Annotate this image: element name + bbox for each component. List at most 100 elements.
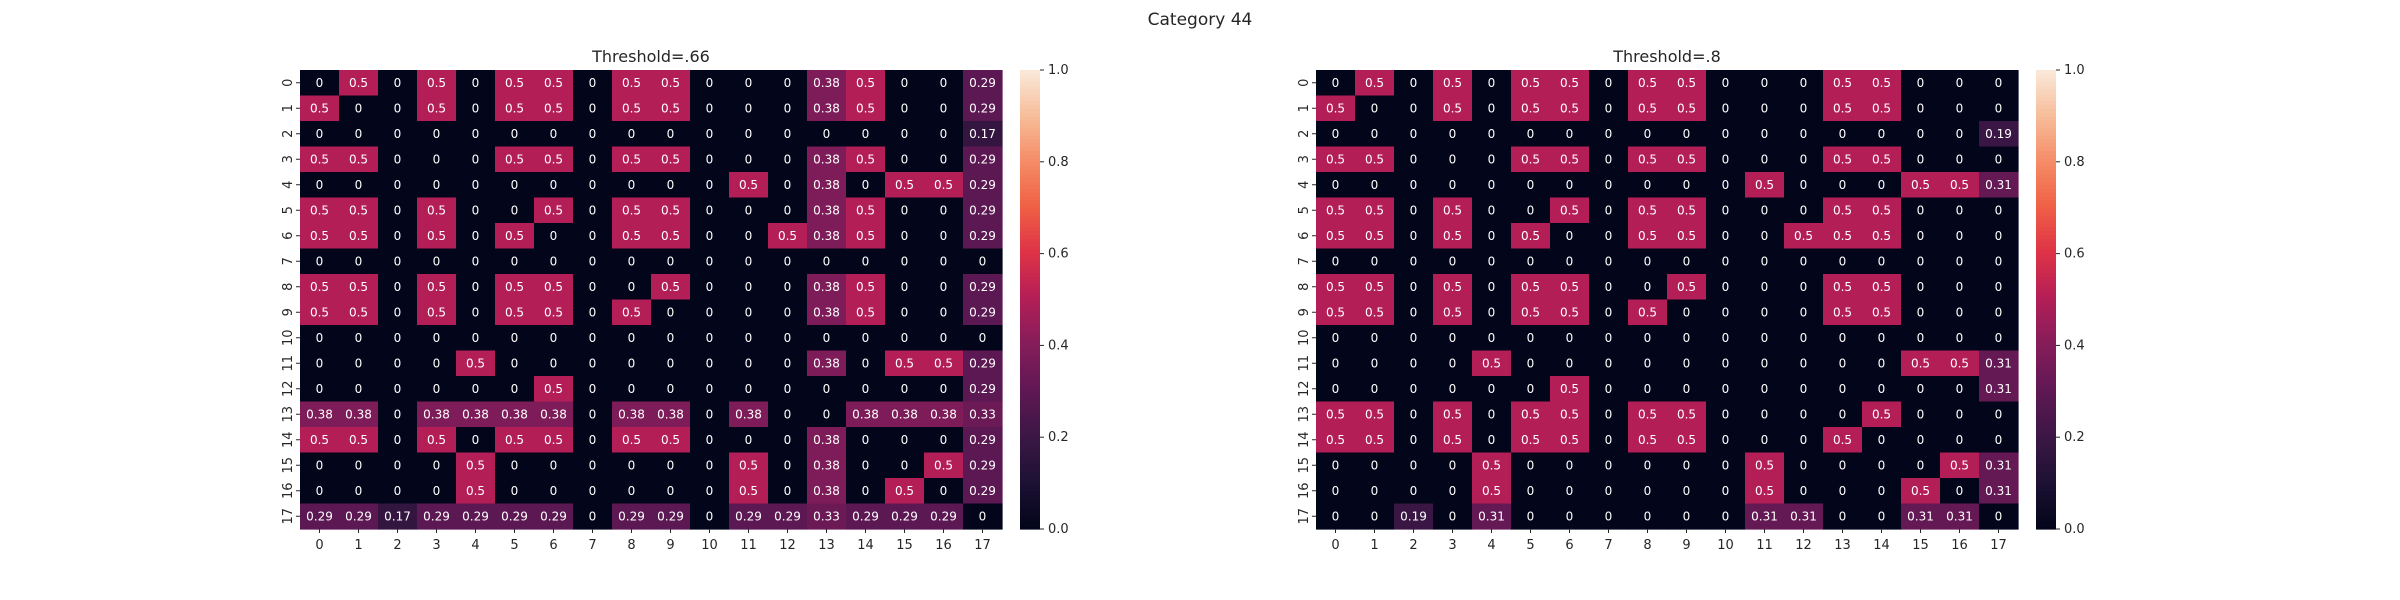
heatmap-cell bbox=[1667, 274, 1707, 301]
heatmap-cell bbox=[1433, 350, 1473, 377]
cell-value-label: 0.5 bbox=[1443, 76, 1462, 90]
cell-value-label: 0 bbox=[316, 331, 324, 345]
heatmap-cell bbox=[690, 248, 730, 275]
colorbar-segment bbox=[1020, 471, 1040, 477]
cell-value-label: 0 bbox=[706, 458, 714, 472]
cell-value-label: 0.5 bbox=[1326, 101, 1345, 115]
colorbar-segment bbox=[1020, 169, 1040, 174]
colorbar-segment bbox=[1020, 456, 1040, 461]
heatmap-cell bbox=[963, 121, 1003, 148]
heatmap-cell bbox=[1979, 223, 2019, 250]
x-tick-label: 1 bbox=[354, 538, 362, 553]
cell-value-label: 0.38 bbox=[423, 407, 450, 421]
cell-value-label: 0.38 bbox=[345, 407, 372, 421]
cell-value-label: 0 bbox=[355, 101, 363, 115]
heatmap-cell bbox=[1316, 503, 1356, 530]
heatmap-cell bbox=[1667, 325, 1707, 352]
cell-value-label: 0 bbox=[940, 127, 948, 141]
heatmap-cell bbox=[924, 70, 964, 97]
heatmap-cell bbox=[612, 70, 652, 97]
cell-value-label: 0.5 bbox=[856, 203, 875, 217]
heatmap-cell bbox=[690, 299, 730, 326]
cell-value-label: 0.29 bbox=[969, 382, 996, 396]
heatmap-cell bbox=[963, 427, 1003, 454]
x-tick-label: 13 bbox=[1834, 538, 1851, 553]
colorbar-segment bbox=[2036, 146, 2056, 151]
cell-value-label: 0 bbox=[589, 280, 597, 294]
heatmap-cell bbox=[1511, 376, 1551, 403]
colorbar-segment bbox=[1020, 318, 1040, 324]
cell-value-label: 0 bbox=[862, 254, 870, 268]
heatmap-cell bbox=[534, 197, 574, 224]
colorbar-segment bbox=[2036, 341, 2056, 346]
y-tick-label: 12 bbox=[281, 380, 296, 397]
cell-value-label: 0.38 bbox=[462, 407, 489, 421]
x-tick-label: 12 bbox=[779, 538, 796, 553]
colorbar-segment bbox=[2036, 291, 2056, 297]
heatmap-cell bbox=[1784, 376, 1824, 403]
heatmap-cell bbox=[1823, 223, 1863, 250]
colorbar-segment bbox=[2036, 460, 2056, 465]
colorbar-segment bbox=[2036, 506, 2056, 511]
cell-value-label: 0 bbox=[862, 178, 870, 192]
colorbar-segment bbox=[2036, 127, 2056, 132]
cell-value-label: 0 bbox=[1878, 331, 1886, 345]
heatmap-cell bbox=[1628, 172, 1668, 199]
heatmap-cell bbox=[1901, 146, 1941, 173]
heatmap-cell bbox=[1589, 197, 1629, 224]
cell-value-label: 0.29 bbox=[891, 509, 918, 523]
cell-value-label: 0.38 bbox=[813, 356, 840, 370]
panel-title: Threshold=.66 bbox=[591, 47, 710, 66]
cell-value-label: 0.38 bbox=[540, 407, 567, 421]
colorbar-segment bbox=[2036, 483, 2056, 488]
heatmap-cell bbox=[378, 146, 418, 173]
cell-value-label: 0 bbox=[1527, 458, 1535, 472]
cell-value-label: 0.38 bbox=[813, 484, 840, 498]
cell-value-label: 0.38 bbox=[657, 407, 684, 421]
heatmap-cell bbox=[1979, 427, 2019, 454]
heatmap-cell bbox=[690, 70, 730, 97]
heatmap-cell bbox=[1394, 350, 1434, 377]
cell-value-label: 0 bbox=[1839, 127, 1847, 141]
y-tick-label: 14 bbox=[1297, 431, 1312, 448]
heatmap-cell bbox=[534, 376, 574, 403]
heatmap-cell bbox=[846, 401, 886, 428]
heatmap-cell bbox=[807, 95, 847, 122]
cell-value-label: 0.29 bbox=[969, 178, 996, 192]
y-tick-label: 3 bbox=[1297, 155, 1312, 163]
cell-value-label: 0.29 bbox=[462, 509, 489, 523]
colorbar-segment bbox=[2036, 345, 2056, 350]
cell-value-label: 0.38 bbox=[813, 203, 840, 217]
heatmap-cell bbox=[963, 146, 1003, 173]
cell-value-label: 0.5 bbox=[1365, 152, 1384, 166]
cell-value-label: 0 bbox=[628, 382, 636, 396]
cell-value-label: 0 bbox=[1683, 458, 1691, 472]
cell-value-label: 0 bbox=[745, 254, 753, 268]
cell-value-label: 0.5 bbox=[1560, 101, 1579, 115]
cell-value-label: 0 bbox=[745, 127, 753, 141]
heatmap-cell bbox=[1355, 376, 1395, 403]
heatmap-cell bbox=[573, 274, 613, 301]
cell-value-label: 0.5 bbox=[310, 280, 329, 294]
heatmap-cell bbox=[846, 452, 886, 479]
y-tick-label: 6 bbox=[281, 232, 296, 240]
heatmap-cell bbox=[534, 299, 574, 326]
heatmap-cell bbox=[573, 325, 613, 352]
heatmap-cell bbox=[1823, 325, 1863, 352]
heatmap-cell bbox=[495, 172, 535, 199]
x-tick-label: 5 bbox=[510, 538, 518, 553]
heatmap-cell bbox=[417, 376, 457, 403]
cell-value-label: 0 bbox=[1566, 178, 1574, 192]
y-tick-label: 11 bbox=[281, 355, 296, 372]
cell-value-label: 0 bbox=[550, 458, 558, 472]
heatmap-cell bbox=[1589, 427, 1629, 454]
heatmap-cell bbox=[1862, 146, 1902, 173]
cell-value-label: 0.5 bbox=[1560, 280, 1579, 294]
heatmap-cell bbox=[1823, 350, 1863, 377]
heatmap-cell bbox=[1433, 121, 1473, 148]
cell-value-label: 0 bbox=[1566, 254, 1574, 268]
cell-value-label: 0 bbox=[862, 433, 870, 447]
heatmap-cell bbox=[846, 376, 886, 403]
cell-value-label: 0 bbox=[1917, 101, 1925, 115]
heatmap-cell bbox=[885, 299, 925, 326]
